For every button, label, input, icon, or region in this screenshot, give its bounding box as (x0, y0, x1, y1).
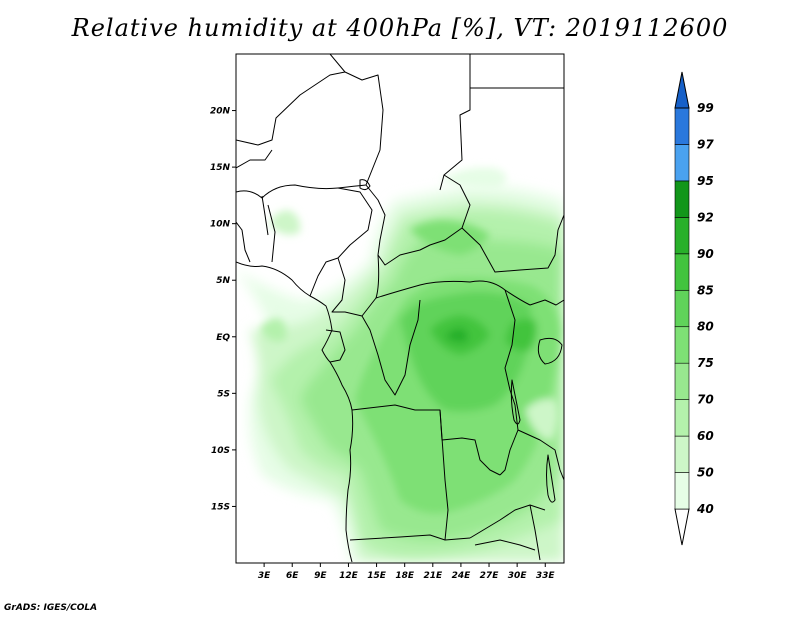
map-frame (235, 53, 565, 564)
border-sudan-east (461, 214, 564, 273)
colorbar: 40 50 60 70 75 80 85 90 92 95 97 99 (674, 71, 714, 546)
lon-tick-label: 12E (339, 571, 359, 581)
lat-tick-label: 10N (210, 220, 231, 230)
colorbar-box (674, 435, 690, 473)
coastline (236, 261, 354, 563)
border-niger-south (236, 184, 367, 199)
border-zimbabwe (474, 539, 536, 551)
lon-tick-label: 15E (367, 571, 387, 581)
lon-tick-label: 9E (314, 571, 327, 581)
border-gabon (325, 329, 346, 363)
longitude-ticks: 3E 6E 9E 12E 15E 18E 21E 24E 27E 30E 33E (258, 563, 556, 581)
border-nigeria (267, 187, 373, 297)
border-niger-mali (236, 71, 346, 146)
colorbar-level-label: 50 (697, 466, 714, 480)
colorbar-box (674, 362, 690, 400)
lake-malawi (546, 454, 556, 503)
lat-tick-label: EQ (216, 333, 230, 343)
lat-tick-label: 10S (211, 446, 230, 456)
border-uganda-kenya (529, 299, 564, 306)
colorbar-box (674, 472, 690, 510)
colorbar-level-label: 95 (697, 174, 714, 188)
shade-60-nw (270, 210, 301, 235)
colorbar-level-label: 97 (697, 137, 714, 151)
border-congo-drc (361, 299, 421, 396)
colorbar-box (674, 180, 690, 218)
lake-victoria (537, 337, 563, 365)
lon-tick-label: 30E (508, 571, 528, 581)
lon-tick-label: 6E (286, 571, 299, 581)
colorbar-level-label: 90 (697, 247, 714, 261)
colorbar-level-label: 92 (697, 210, 714, 224)
border-chad (365, 174, 471, 266)
colorbar-level-label: 80 (697, 320, 714, 334)
country-borders (236, 54, 564, 563)
colorbar-box (674, 399, 690, 437)
border-libya-sudan (439, 54, 471, 191)
shade-90b (505, 318, 537, 352)
border-zambia (439, 409, 546, 541)
latitude-ticks: 20N 15N 10N 5N EQ 5S 10S 15S (210, 107, 236, 512)
lat-tick-label: 20N (210, 107, 231, 117)
colorbar-box (674, 289, 690, 328)
colorbar-level-label: 70 (697, 393, 714, 407)
colorbar-level-label: 75 (697, 356, 714, 370)
border-car-south (375, 254, 531, 306)
lon-tick-label: 27E (480, 571, 500, 581)
colorbar-box (674, 217, 690, 255)
border-angola-south (349, 534, 471, 541)
chart-title: Relative humidity at 400hPa [%], VT: 201… (71, 14, 729, 42)
grads-credit: GrADS: IGES/COLA (4, 603, 98, 613)
colorbar-box (674, 326, 690, 364)
border-angola (351, 404, 501, 476)
border-drc-east (499, 289, 519, 476)
humidity-shading (236, 167, 564, 562)
lat-tick-label: 15N (210, 163, 231, 173)
border-tanzania (517, 429, 564, 481)
colorbar-bottom-triangle (674, 508, 690, 546)
colorbar-box (674, 144, 690, 182)
shade-70-west (260, 318, 287, 342)
lat-tick-label: 5S (217, 389, 230, 399)
border-mozambique (529, 504, 541, 561)
colorbar-box (674, 253, 690, 291)
colorbar-level-label: 85 (697, 283, 714, 297)
lon-tick-label: 3E (258, 571, 271, 581)
colorbar-top-triangle (674, 71, 690, 109)
colorbar-level-label: 99 (697, 101, 714, 115)
shade-85b (410, 220, 490, 255)
lon-tick-label: 21E (423, 571, 443, 581)
lat-tick-label: 5N (216, 276, 230, 286)
colorbar-box (674, 107, 690, 145)
lat-tick-label: 15S (211, 502, 230, 512)
lon-tick-label: 33E (536, 571, 556, 581)
lon-tick-label: 18E (395, 571, 415, 581)
lake-tanganyika (510, 379, 521, 425)
colorbar-level-label: 40 (696, 502, 714, 516)
colorbar-level-label: 60 (697, 429, 714, 443)
shade-92 (445, 328, 469, 343)
lon-tick-label: 24E (452, 571, 472, 581)
lake-chad (359, 179, 371, 191)
shade-60-east (525, 398, 559, 440)
west-africa-borders (236, 149, 273, 263)
